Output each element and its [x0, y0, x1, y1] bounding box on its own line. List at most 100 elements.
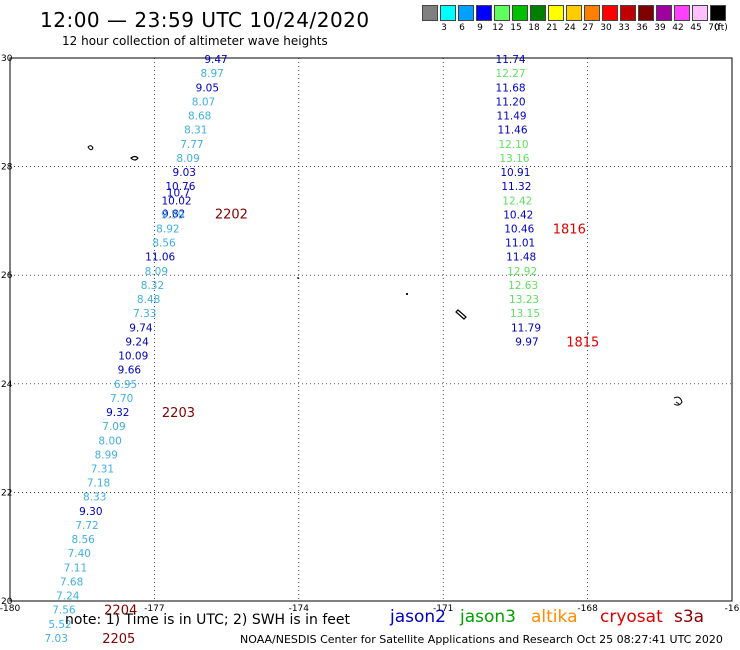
- lat-tick-label: 30: [1, 54, 13, 64]
- wave-height-label: 10.76: [165, 181, 195, 193]
- wave-height-label: 11.79: [511, 322, 541, 334]
- wave-height-label: 9.82: [162, 208, 185, 220]
- lat-tick-label: 22: [1, 488, 12, 498]
- legend-swatch: [494, 5, 510, 21]
- lat-tick-label: 20: [1, 597, 13, 607]
- wave-height-label: 7.09: [102, 421, 125, 433]
- island-dot: [405, 292, 409, 296]
- wave-height-label: 8.07: [192, 96, 215, 108]
- wave-height-label: 7.03: [45, 633, 68, 645]
- sat-label-s3a: s3a: [674, 607, 705, 627]
- sat-label-jason2: jason2: [390, 607, 446, 627]
- legend-label: 6: [459, 23, 465, 33]
- wave-height-label: 10.91: [500, 167, 530, 179]
- legend-label: 27: [582, 23, 594, 33]
- island-outline: [87, 145, 94, 151]
- legend-label: 18: [528, 23, 540, 33]
- wave-height-label: 7.70: [110, 393, 133, 405]
- lon-tick-label: -16: [725, 604, 740, 614]
- time-label: 2204: [104, 604, 137, 619]
- legend-swatch: [656, 5, 672, 21]
- wave-height-label: 7.24: [56, 591, 80, 603]
- legend-swatch: [674, 5, 690, 21]
- time-label: 2203: [162, 406, 195, 421]
- lat-tick-label: 26: [1, 271, 13, 281]
- legend-swatch: [620, 5, 636, 21]
- legend-swatch: [710, 5, 726, 21]
- wave-height-label: 10.02: [162, 195, 192, 207]
- island-outline: [673, 396, 683, 406]
- wave-height-label: 11.49: [497, 111, 527, 123]
- island-dot: [297, 277, 299, 279]
- wave-height-label: 12.42: [502, 195, 532, 207]
- wave-height-label: 8.32: [141, 280, 164, 292]
- wave-height-label: 5.52: [48, 619, 71, 631]
- wave-height-label: 6.95: [114, 379, 137, 391]
- legend-label: 42: [672, 23, 684, 33]
- wave-height-label: 11.46: [497, 125, 527, 137]
- legend-swatch: [512, 5, 528, 21]
- lat-tick-label: 24: [1, 380, 13, 390]
- legend-swatch: [440, 5, 456, 21]
- wave-height-label: 9.24: [125, 336, 149, 348]
- wave-height-label: 11.01: [505, 238, 535, 250]
- wave-height-label: 7.18: [87, 478, 110, 490]
- credit-line: NOAA/NESDIS Center for Satellite Applica…: [240, 633, 723, 646]
- wave-height-label: 8.56: [71, 534, 95, 546]
- wave-height-label: 7.56: [52, 605, 76, 617]
- wave-height-label: 8.56: [152, 238, 176, 250]
- wave-height-label: 7.40: [68, 548, 91, 560]
- map-frame: [9, 57, 733, 602]
- wave-height-label: 12.10: [498, 139, 528, 151]
- wave-height-label: 8.09: [145, 266, 168, 278]
- legend-swatch: [458, 5, 474, 21]
- legend-swatch: [476, 5, 492, 21]
- wave-height-label: 8.92: [156, 224, 179, 236]
- legend-label: 39: [654, 23, 666, 33]
- legend-label: 24: [564, 23, 576, 33]
- lon-tick-label: -168: [577, 604, 598, 614]
- wave-height-label: 9.74: [129, 322, 153, 334]
- legend-swatch: [422, 5, 438, 21]
- legend-unit: (ft): [714, 23, 728, 33]
- wave-height-label: 8.68: [188, 111, 211, 123]
- wave-height-label: 8.31: [184, 125, 207, 137]
- legend-label: 12: [492, 23, 504, 33]
- wave-height-label: 12.92: [507, 266, 537, 278]
- legend-label: 33: [618, 23, 630, 33]
- wave-height-label: 10.46: [504, 224, 534, 236]
- legend-label: 36: [636, 23, 648, 33]
- time-label: 1815: [566, 335, 599, 350]
- wave-height-label: 8.33: [83, 492, 106, 504]
- legend-swatch: [692, 5, 708, 21]
- legend-label: 3: [441, 23, 447, 33]
- island-outline: [455, 309, 467, 320]
- wave-height-label: 10.7: [167, 188, 190, 200]
- wave-height-label: 9.05: [196, 82, 219, 94]
- wave-height-label: 9.30: [79, 506, 102, 518]
- legend-label: 21: [546, 23, 558, 33]
- wave-height-label: 11.32: [501, 181, 531, 193]
- time-label: 1816: [553, 223, 586, 238]
- sat-label-altika: altika: [531, 607, 578, 627]
- wave-height-label: 10.09: [118, 351, 148, 363]
- wave-height-label: 11.68: [496, 82, 526, 94]
- lon-tick-label: -177: [144, 604, 164, 614]
- legend-label: 9: [477, 23, 483, 33]
- legend-swatch: [584, 5, 600, 21]
- lon-tick-label: -174: [289, 604, 310, 614]
- wave-height-label: 9.97: [515, 336, 538, 348]
- wave-height-label: 7.11: [64, 562, 87, 574]
- wave-height-label: 7.68: [60, 576, 83, 588]
- wave-height-label: 10.42: [503, 209, 533, 221]
- wave-height-label: 11.20: [496, 96, 526, 108]
- wave-height-label: 12.27: [496, 68, 526, 80]
- legend-label: 45: [690, 23, 702, 33]
- time-label: 2202: [215, 207, 248, 222]
- legend-swatch: [566, 5, 582, 21]
- legend-swatch: [602, 5, 618, 21]
- page-title: 12:00 — 23:59 UTC 10/24/2020: [40, 8, 370, 32]
- wave-height-label: 7.77: [180, 139, 203, 151]
- wave-height-label: 9.32: [106, 407, 129, 419]
